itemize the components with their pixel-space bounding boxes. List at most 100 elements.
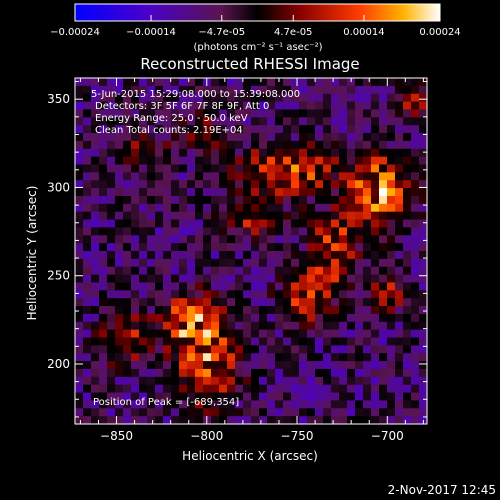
heatmap-cell <box>395 282 404 291</box>
heatmap-cell <box>315 282 324 291</box>
heatmap-cell <box>171 266 180 275</box>
heatmap-cell <box>331 125 340 134</box>
heatmap-cell <box>243 148 252 157</box>
heatmap-cell <box>259 368 268 378</box>
heatmap-cell <box>307 345 316 354</box>
heatmap-cell <box>363 219 372 228</box>
heatmap-cell <box>379 266 388 275</box>
heatmap-cell <box>251 148 260 157</box>
heatmap-cell <box>75 329 84 338</box>
heatmap-cell <box>347 258 356 268</box>
heatmap-cell <box>99 148 108 157</box>
heatmap-cell <box>227 78 236 87</box>
heatmap-cell <box>347 156 356 165</box>
heatmap-cell <box>163 298 172 307</box>
heatmap-cell <box>379 219 388 228</box>
heatmap-cell <box>219 133 228 142</box>
heatmap-cell <box>99 274 108 283</box>
heatmap-cell <box>283 337 292 346</box>
heatmap-cell <box>339 164 348 173</box>
heatmap-cell <box>219 180 228 189</box>
heatmap-cell <box>75 416 84 425</box>
heatmap-cell <box>83 195 92 205</box>
heatmap-cell <box>203 93 212 102</box>
heatmap-cell <box>227 321 236 330</box>
heatmap-cell <box>171 219 180 228</box>
heatmap-cell <box>139 203 148 212</box>
heatmap-cell <box>371 203 380 212</box>
heatmap-cell <box>203 195 212 205</box>
heatmap-cell <box>115 227 124 236</box>
heatmap-cell <box>195 392 204 401</box>
heatmap-cell <box>155 195 164 205</box>
heatmap-cell <box>139 164 148 173</box>
heatmap-cell <box>267 219 276 228</box>
heatmap-cell <box>83 172 92 181</box>
heatmap-cell <box>155 133 164 142</box>
heatmap-cell <box>211 211 220 220</box>
heatmap-cell <box>147 188 156 197</box>
heatmap-cell <box>291 258 300 268</box>
heatmap-cell <box>419 148 428 157</box>
heatmap-cell <box>227 188 236 197</box>
heatmap-cell <box>307 235 316 244</box>
heatmap-cell <box>347 148 356 157</box>
heatmap-cell <box>123 361 132 370</box>
heatmap-cell <box>387 313 396 323</box>
heatmap-cell <box>275 227 284 236</box>
heatmap-cell <box>195 125 204 134</box>
heatmap-cell <box>363 109 372 118</box>
heatmap-cell <box>363 329 372 338</box>
heatmap-cell <box>147 329 156 338</box>
heatmap-cell <box>379 258 388 268</box>
heatmap-cell <box>315 219 324 228</box>
heatmap-cell <box>115 258 124 268</box>
heatmap-cell <box>347 211 356 220</box>
heatmap-cell <box>155 282 164 291</box>
heatmap-cell <box>107 78 116 87</box>
heatmap-cell <box>323 313 332 323</box>
heatmap-cell <box>171 188 180 197</box>
heatmap-cell <box>259 376 268 385</box>
heatmap-cell <box>323 140 332 150</box>
heatmap-cell <box>91 117 100 126</box>
heatmap-cell <box>219 329 228 338</box>
heatmap-cell <box>187 85 196 95</box>
heatmap-cell <box>395 321 404 330</box>
heatmap-cell <box>371 384 380 393</box>
heatmap-cell <box>315 140 324 150</box>
heatmap-cell <box>99 392 108 401</box>
heatmap-cell <box>259 78 268 87</box>
heatmap-cell <box>419 321 428 330</box>
heatmap-cell <box>339 376 348 385</box>
heatmap-cell <box>275 101 284 110</box>
heatmap-cell <box>331 392 340 401</box>
colorbar-ticks: −0.00024 −0.00014 −4.7e-05 4.7e-05 0.00014 0.… <box>50 15 461 38</box>
heatmap-cell <box>323 78 332 87</box>
heatmap-cell <box>299 109 308 118</box>
heatmap-cell <box>195 109 204 118</box>
heatmap-cell <box>347 93 356 102</box>
heatmap-cell <box>75 258 84 268</box>
heatmap-cell <box>227 274 236 283</box>
heatmap-cell <box>147 282 156 291</box>
heatmap-cell <box>339 78 348 87</box>
heatmap-cell <box>347 203 356 212</box>
heatmap-cell <box>83 140 92 150</box>
heatmap-cell <box>179 251 188 260</box>
heatmap-cell <box>363 156 372 165</box>
heatmap-cell <box>307 290 316 299</box>
heatmap-cell <box>339 274 348 283</box>
heatmap-cell <box>379 416 388 425</box>
heatmap-cell <box>395 133 404 142</box>
heatmap-cell <box>331 243 340 252</box>
heatmap-cell <box>379 274 388 283</box>
heatmap-cell <box>379 282 388 291</box>
heatmap-cell <box>283 235 292 244</box>
heatmap-cell <box>99 117 108 126</box>
heatmap-cell <box>267 337 276 346</box>
heatmap-cell <box>347 85 356 95</box>
heatmap-cell <box>171 258 180 268</box>
heatmap-cell <box>219 416 228 425</box>
